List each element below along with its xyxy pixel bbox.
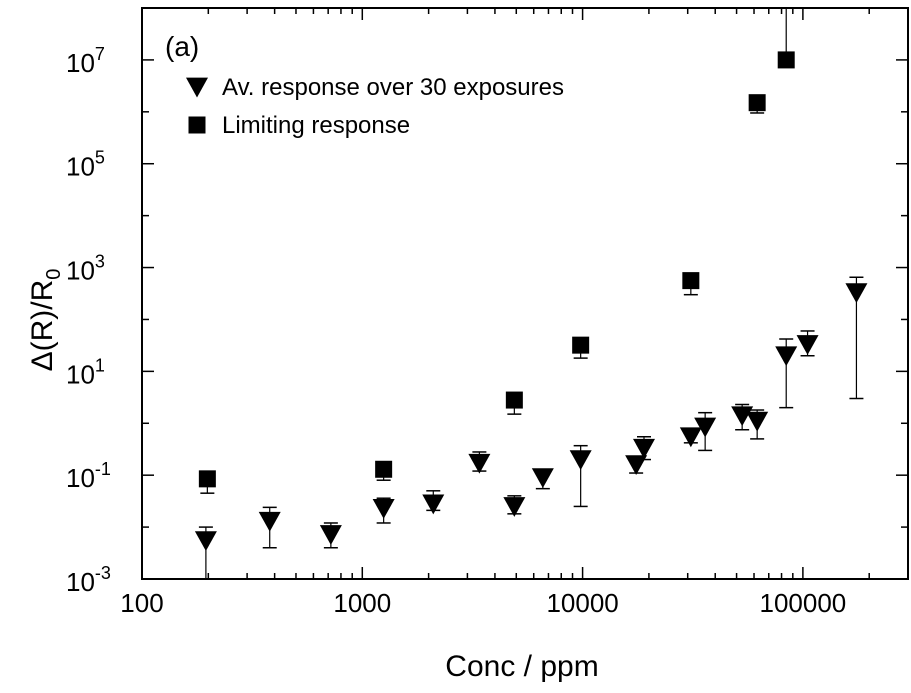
y-tick-label-exponent: 5 <box>95 148 105 168</box>
triangle-marker <box>625 455 648 476</box>
y-tick-label-exponent: 7 <box>95 44 105 64</box>
y-axis-title-subscript: 0 <box>43 269 65 280</box>
y-tick-label: 10-1 <box>66 459 111 493</box>
x-tick-label: 100000 <box>760 588 847 618</box>
triangle-marker <box>468 453 491 474</box>
y-tick-label: 105 <box>66 148 105 182</box>
x-tick-labels: 100 1000 10000 100000 <box>120 588 846 618</box>
legend-label-average: Av. response over 30 exposures <box>222 74 564 101</box>
data-markers <box>194 51 868 552</box>
triangle-marker <box>796 335 819 355</box>
triangle-marker <box>775 346 798 367</box>
y-tick-label: 107 <box>66 44 105 78</box>
triangle-marker <box>258 511 281 532</box>
legend-symbol-square <box>188 116 206 134</box>
y-tick-label-base: 10 <box>66 567 95 597</box>
legend-symbol-triangle <box>186 77 208 98</box>
square-marker <box>748 94 766 112</box>
triangle-marker <box>679 427 702 448</box>
triangle-marker <box>531 468 554 489</box>
panel-label: (a) <box>165 31 199 62</box>
triangle-marker <box>731 406 754 427</box>
square-marker <box>572 336 590 354</box>
triangle-marker <box>633 438 656 459</box>
y-axis-title-base: Δ(R)/R <box>26 280 59 372</box>
y-tick-label: 103 <box>66 252 105 286</box>
y-tick-label-exponent: -1 <box>95 459 111 479</box>
square-marker <box>505 391 523 409</box>
x-tick-label: 1000 <box>333 588 391 618</box>
legend: Av. response over 30 exposures Limiting … <box>186 74 564 139</box>
y-tick-label-base: 10 <box>66 359 95 389</box>
triangle-marker <box>845 283 868 303</box>
square-marker <box>777 51 795 69</box>
y-tick-label-exponent: 3 <box>95 252 105 272</box>
triangle-marker <box>694 417 717 438</box>
triangle-marker <box>194 531 217 552</box>
y-tick-label: 101 <box>66 355 105 389</box>
x-tick-label: 100 <box>120 588 163 618</box>
triangle-marker <box>422 494 445 515</box>
y-tick-label: 10-3 <box>66 563 111 597</box>
triangle-marker <box>372 498 395 519</box>
plot-frame <box>141 7 909 580</box>
triangle-marker <box>503 497 526 517</box>
square-marker <box>375 460 393 478</box>
y-tick-label-base: 10 <box>66 48 95 78</box>
square-marker <box>198 470 216 488</box>
triangle-marker <box>746 411 769 432</box>
y-axis-title: Δ(R)/R0 <box>26 269 65 372</box>
triangle-marker <box>319 525 342 545</box>
square-marker <box>682 272 700 290</box>
legend-label-limiting: Limiting response <box>222 112 410 139</box>
triangle-marker <box>569 450 592 471</box>
x-tick-label: 10000 <box>546 588 618 618</box>
y-tick-label-base: 10 <box>66 256 95 286</box>
y-tick-label-exponent: 1 <box>95 355 105 375</box>
y-tick-label-base: 10 <box>66 152 95 182</box>
y-tick-label-exponent: -3 <box>95 563 111 583</box>
x-axis-title: Conc / ppm <box>445 650 598 683</box>
y-tick-label-base: 10 <box>66 463 95 493</box>
